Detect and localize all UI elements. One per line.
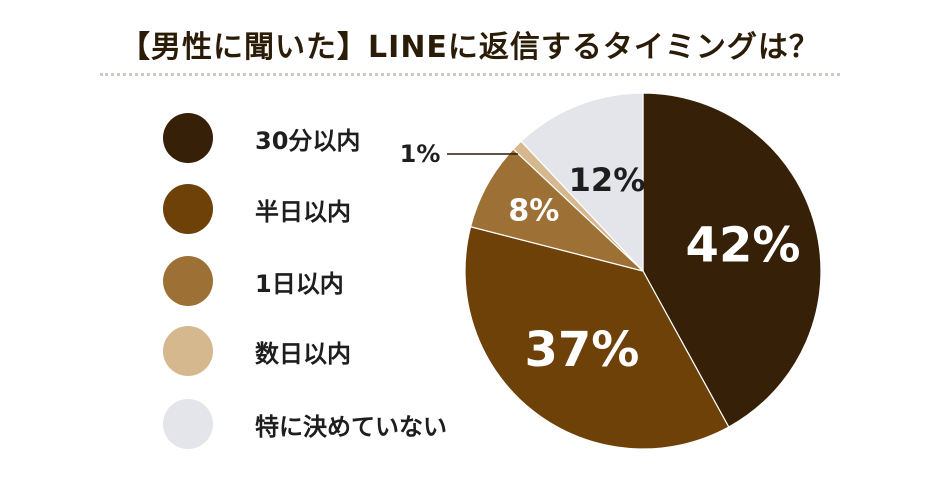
data-label-fewdays: 1% (400, 140, 441, 168)
legend-label-1day: 1日以内 (255, 269, 344, 298)
data-label-undecided: 12% (569, 161, 646, 199)
legend-item-1day: 1日以内 (163, 256, 344, 306)
legend-label-halfday: 半日以内 (255, 197, 351, 226)
legend-item-fewdays: 数日以内 (163, 326, 351, 376)
legend-swatch-undecided (163, 399, 213, 449)
title-dotted-rule (100, 73, 840, 76)
legend-label-undecided: 特に決めていない (255, 412, 447, 441)
legend-swatch-1day (163, 256, 213, 306)
pie-slice-halfday (464, 226, 730, 450)
legend-item-halfday: 半日以内 (163, 184, 351, 234)
legend-label-30min: 30分以内 (255, 126, 361, 155)
legend-swatch-fewdays (163, 326, 213, 376)
pie-slice-30min (642, 92, 822, 428)
pie-slice-undecided (520, 92, 644, 273)
legend-item-30min: 30分以内 (163, 113, 360, 163)
chart-title: 【男性に聞いた】LINEに返信するタイミングは？ (120, 30, 820, 65)
legend-item-undecided: 特に決めていない (163, 399, 447, 449)
legend-label-fewdays: 数日以内 (255, 339, 351, 368)
legend-swatch-halfday (163, 184, 213, 234)
legend: 30分以内 半日以内 1日以内 数日以内 特に決めていない (163, 113, 447, 449)
data-label-1day: 8% (508, 193, 559, 228)
data-label-halfday: 37% (524, 322, 639, 378)
data-label-30min: 42% (686, 217, 801, 273)
pie-slice-1day (469, 148, 644, 272)
legend-swatch-30min (163, 113, 213, 163)
